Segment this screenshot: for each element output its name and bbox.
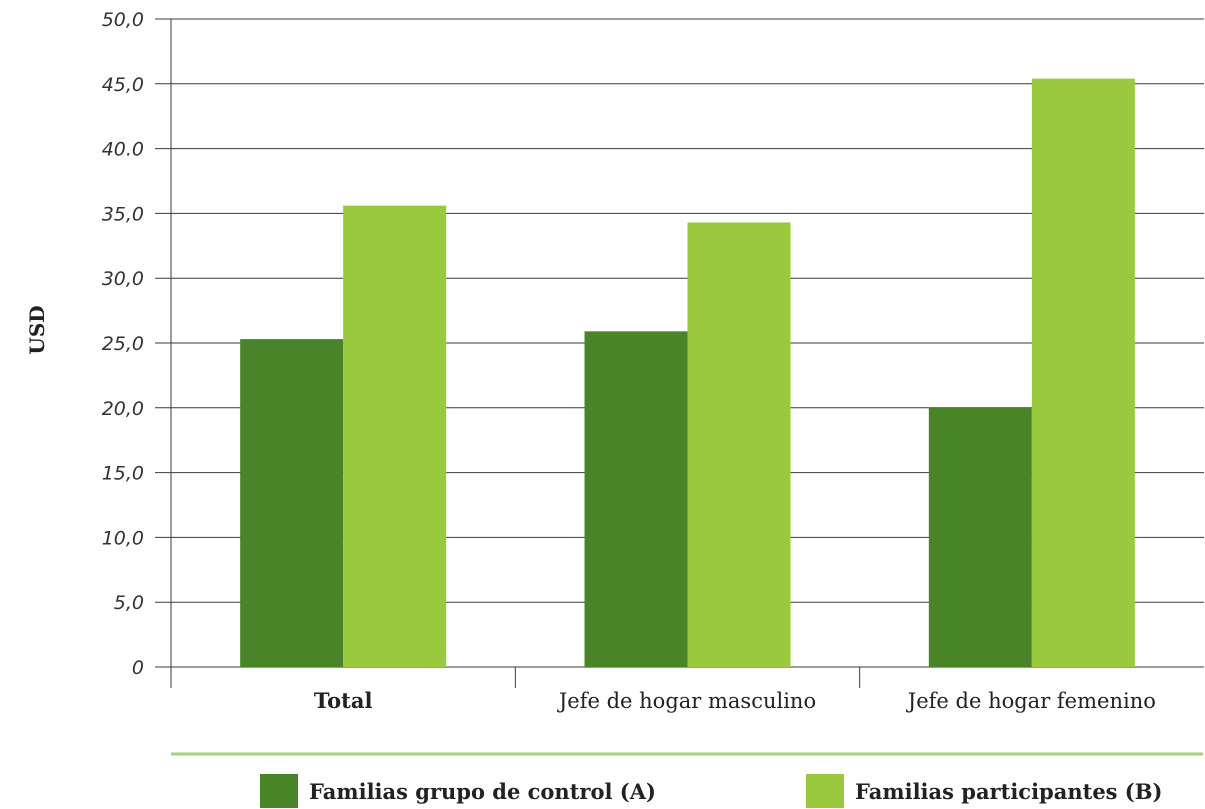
- bar-participantes-0: [343, 205, 447, 667]
- bar-participantes-1: [687, 222, 791, 668]
- y-tick-label: 35,0: [102, 203, 144, 225]
- x-tick-label: Jefe de hogar masculino: [557, 689, 816, 713]
- bars: [240, 78, 1135, 668]
- bar-control-0: [240, 339, 344, 667]
- y-tick-label: 20,0: [102, 398, 144, 420]
- y-tick-label: 0: [132, 657, 144, 679]
- legend-swatch: [260, 774, 298, 808]
- y-tick-label: 50,0: [102, 9, 144, 31]
- y-tick-label: 5,0: [114, 592, 144, 614]
- y-tick-label: 40.0: [102, 139, 144, 161]
- y-tick-label: 10,0: [102, 527, 144, 549]
- y-tick-label: 15,0: [102, 463, 144, 485]
- legend-label: Familias grupo de control (A): [309, 779, 656, 804]
- axes: [170, 19, 861, 688]
- x-tick-labels: Total Jefe de hogar masculino Jefe de hoga…: [314, 688, 1156, 713]
- y-tick-label: 30,0: [102, 268, 144, 290]
- legend: Familias grupo de control (A) Familias pa…: [260, 774, 1162, 808]
- y-tick-labels: 0 5,0 10,0 15,0 20,0 25,0 30,0 35,0 40.0 45,0 50,0: [102, 9, 144, 679]
- y-tick-label: 25,0: [102, 333, 144, 355]
- legend-swatch: [806, 774, 844, 808]
- y-axis-label: USD: [25, 305, 49, 354]
- y-tick-label: 45,0: [102, 74, 144, 96]
- x-tick-label: Total: [314, 688, 373, 713]
- legend-label: Familias participantes (B): [855, 779, 1162, 804]
- bar-participantes-2: [1031, 78, 1135, 668]
- bar-control-2: [928, 407, 1032, 667]
- x-tick-label: Jefe de hogar femenino: [906, 689, 1156, 713]
- bar-control-1: [584, 331, 688, 667]
